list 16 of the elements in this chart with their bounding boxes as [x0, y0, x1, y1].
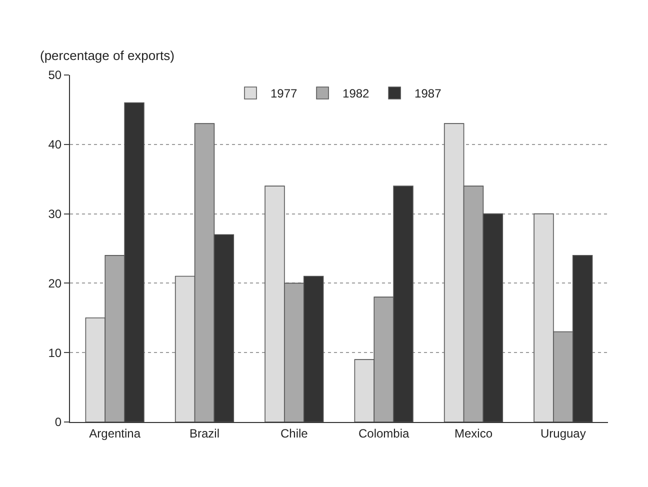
x-tick-label: Brazil [189, 426, 220, 440]
x-tick-label: Colombia [358, 426, 410, 440]
y-axis-title: (percentage of exports) [40, 48, 174, 63]
y-tick-label: 10 [48, 346, 62, 360]
x-tick-label: Uruguay [540, 426, 586, 440]
y-tick-label: 20 [48, 276, 62, 290]
legend-label: 1982 [342, 86, 370, 101]
legend-label: 1987 [414, 86, 442, 101]
y-tick-label: 50 [48, 68, 62, 82]
x-tick-label: Chile [280, 426, 308, 440]
y-tick-label: 30 [48, 207, 62, 221]
y-tick-label: 40 [48, 138, 62, 152]
x-tick-label: Mexico [454, 426, 493, 440]
legend-label: 1977 [270, 86, 298, 101]
x-tick-label: Argentina [89, 426, 141, 440]
y-tick-label: 0 [54, 415, 62, 430]
